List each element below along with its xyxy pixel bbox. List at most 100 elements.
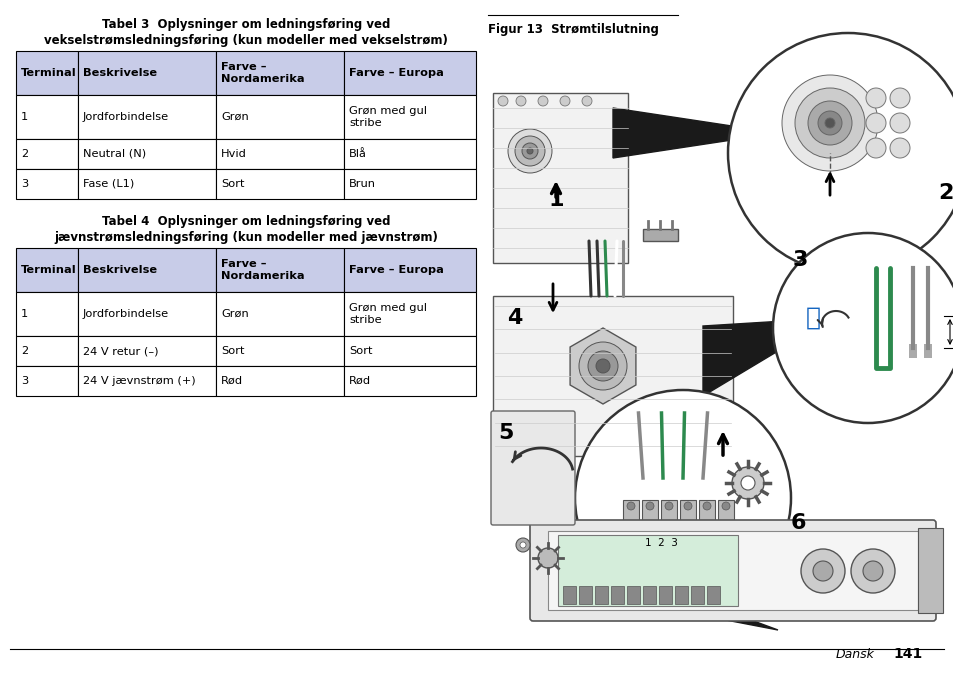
Bar xyxy=(908,344,916,358)
Circle shape xyxy=(683,502,691,510)
Circle shape xyxy=(581,96,592,106)
Bar xyxy=(16,336,78,366)
Circle shape xyxy=(515,136,544,166)
Circle shape xyxy=(519,542,525,548)
Text: 🛒: 🛒 xyxy=(804,306,820,330)
Circle shape xyxy=(596,359,609,373)
Bar xyxy=(78,139,215,169)
Circle shape xyxy=(559,96,569,106)
Bar xyxy=(16,95,78,139)
Bar xyxy=(215,292,344,336)
Bar xyxy=(215,169,344,199)
FancyBboxPatch shape xyxy=(491,411,575,525)
Circle shape xyxy=(850,549,894,593)
Circle shape xyxy=(817,111,841,135)
Bar xyxy=(78,366,215,396)
Text: Farve – Europa: Farve – Europa xyxy=(349,68,443,78)
Text: Sort: Sort xyxy=(221,179,244,189)
Circle shape xyxy=(889,113,909,133)
Text: 2: 2 xyxy=(937,183,952,203)
Bar xyxy=(344,139,476,169)
Bar xyxy=(215,139,344,169)
Bar xyxy=(78,248,215,292)
Text: Dansk: Dansk xyxy=(835,648,874,661)
Circle shape xyxy=(727,33,953,273)
Circle shape xyxy=(889,88,909,108)
Text: 24 V jævnstrøm (+): 24 V jævnstrøm (+) xyxy=(83,376,195,386)
Bar xyxy=(622,500,639,528)
Circle shape xyxy=(865,138,885,158)
Bar xyxy=(547,531,917,610)
Text: 1: 1 xyxy=(21,112,29,122)
Bar xyxy=(344,292,476,336)
Bar xyxy=(16,169,78,199)
Circle shape xyxy=(537,96,547,106)
Bar xyxy=(626,586,639,604)
Circle shape xyxy=(507,129,552,173)
Circle shape xyxy=(812,561,832,581)
Bar xyxy=(558,535,738,606)
Bar xyxy=(344,248,476,292)
Text: Blå: Blå xyxy=(349,149,367,159)
Circle shape xyxy=(865,88,885,108)
Circle shape xyxy=(578,342,626,390)
Text: Jordforbindelse: Jordforbindelse xyxy=(83,309,169,319)
Bar xyxy=(923,344,931,358)
Bar xyxy=(595,586,607,604)
Bar xyxy=(344,366,476,396)
Bar xyxy=(344,169,476,199)
Circle shape xyxy=(587,351,618,381)
Text: Tabel 3  Oplysninger om ledningsføring ved
vekselstrømsledningsføring (kun model: Tabel 3 Oplysninger om ledningsføring ve… xyxy=(44,18,448,47)
Circle shape xyxy=(645,502,654,510)
Circle shape xyxy=(781,75,877,171)
Bar xyxy=(16,139,78,169)
Bar xyxy=(917,528,942,613)
Text: 24 V retur (–): 24 V retur (–) xyxy=(83,346,158,356)
Text: Grøn med gul
stribe: Grøn med gul stribe xyxy=(349,106,427,128)
Bar xyxy=(699,500,714,528)
Text: 3: 3 xyxy=(21,376,29,386)
Bar xyxy=(675,586,687,604)
Text: 6: 6 xyxy=(790,513,805,533)
Circle shape xyxy=(824,118,834,128)
Bar xyxy=(610,586,623,604)
Polygon shape xyxy=(493,93,627,263)
Circle shape xyxy=(865,113,885,133)
Bar xyxy=(78,169,215,199)
Polygon shape xyxy=(570,328,636,404)
Text: Farve –
Nordamerika: Farve – Nordamerika xyxy=(221,62,304,84)
Bar xyxy=(215,248,344,292)
Circle shape xyxy=(537,548,558,568)
Bar xyxy=(215,95,344,139)
Bar xyxy=(215,366,344,396)
Circle shape xyxy=(702,502,710,510)
Bar xyxy=(493,296,732,456)
Text: Terminal: Terminal xyxy=(21,265,76,275)
Text: Hvid: Hvid xyxy=(221,149,247,159)
Bar xyxy=(16,248,78,292)
Bar xyxy=(78,95,215,139)
Circle shape xyxy=(772,233,953,423)
Text: Rød: Rød xyxy=(349,376,371,386)
Circle shape xyxy=(497,96,507,106)
Bar xyxy=(690,586,703,604)
Circle shape xyxy=(575,390,790,606)
Polygon shape xyxy=(652,606,778,630)
Text: Beskrivelse: Beskrivelse xyxy=(83,265,157,275)
Text: Rød: Rød xyxy=(221,376,243,386)
Circle shape xyxy=(721,502,729,510)
Circle shape xyxy=(801,549,844,593)
Text: Tabel 4  Oplysninger om ledningsføring ved
jævnstrømsledningsføring (kun modelle: Tabel 4 Oplysninger om ledningsføring ve… xyxy=(54,215,437,244)
Bar xyxy=(659,586,671,604)
Text: 4: 4 xyxy=(507,308,522,328)
Text: Terminal: Terminal xyxy=(21,68,76,78)
Text: 5: 5 xyxy=(497,423,513,443)
Polygon shape xyxy=(613,108,778,158)
Text: Grøn: Grøn xyxy=(221,309,249,319)
Bar xyxy=(718,500,733,528)
Bar xyxy=(16,366,78,396)
Text: Brun: Brun xyxy=(349,179,375,189)
Text: 2: 2 xyxy=(21,346,28,356)
Bar xyxy=(706,586,720,604)
Bar xyxy=(16,292,78,336)
